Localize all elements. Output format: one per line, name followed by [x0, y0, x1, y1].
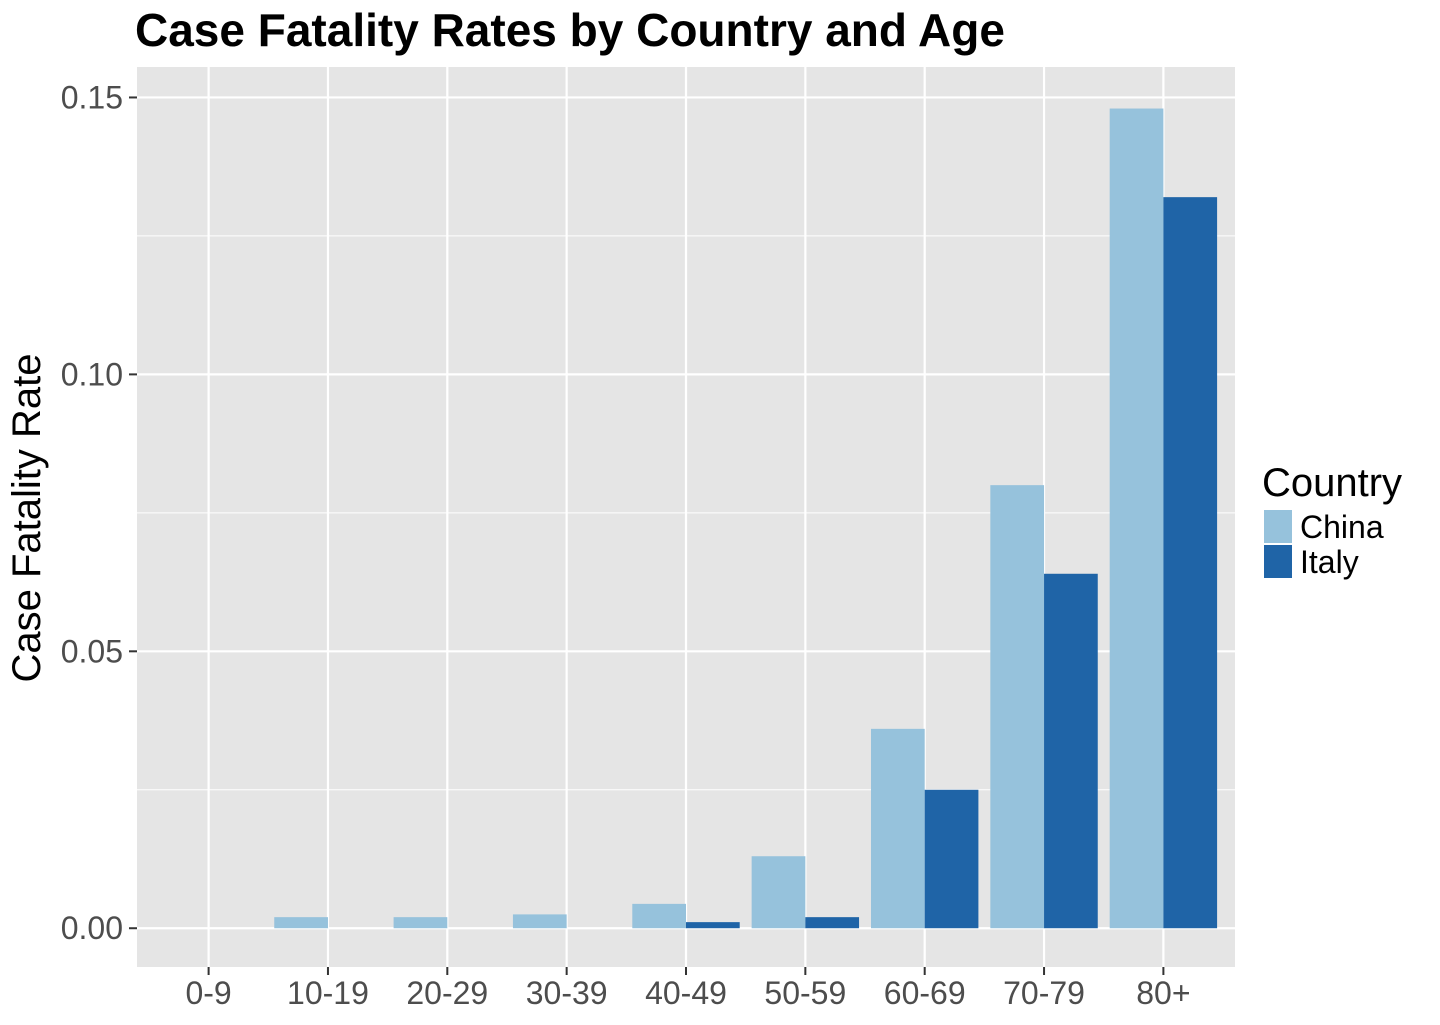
legend-key-china — [1264, 510, 1292, 543]
x-tick-label: 60-69 — [884, 975, 966, 1011]
bar-italy-40-49 — [686, 922, 740, 929]
bar-china-40-49 — [632, 903, 686, 929]
y-axis: 0.00 0.05 0.10 0.15 — [61, 79, 137, 946]
x-tick-label: 80+ — [1136, 975, 1190, 1011]
bar-china-50-59 — [751, 856, 806, 929]
bar-china-70-79 — [990, 485, 1045, 929]
legend-label-china: China — [1300, 509, 1384, 545]
bar-china-10-19 — [274, 917, 328, 929]
chart-title: Case Fatality Rates by Country and Age — [135, 4, 1005, 56]
y-tick-label: 0.15 — [61, 79, 123, 115]
x-tick-label: 20-29 — [406, 975, 488, 1011]
bars-layer — [274, 108, 1218, 929]
x-tick-label: 70-79 — [1003, 975, 1085, 1011]
bar-italy-50-59 — [805, 917, 860, 929]
bar-china-60-69 — [870, 728, 925, 929]
x-tick-label: 10-19 — [287, 975, 369, 1011]
legend-key-italy — [1264, 545, 1292, 578]
bar-china-80+ — [1109, 108, 1164, 929]
bar-italy-60-69 — [924, 789, 979, 929]
y-tick-label: 0.05 — [61, 633, 123, 669]
legend-title: Country — [1262, 461, 1402, 505]
x-axis: 0-9 10-19 20-29 30-39 40-49 50-59 60-69 70-79 80… — [185, 967, 1191, 1011]
x-tick-label: 30-39 — [526, 975, 608, 1011]
bar-italy-80+ — [1163, 197, 1218, 929]
x-tick-label: 50-59 — [764, 975, 846, 1011]
legend-label-italy: Italy — [1300, 544, 1359, 580]
bar-china-30-39 — [512, 914, 567, 929]
y-axis-title: Case Fatality Rate — [5, 353, 49, 682]
y-tick-label: 0.00 — [61, 910, 123, 946]
y-tick-label: 0.10 — [61, 356, 123, 392]
bar-china-20-29 — [393, 917, 448, 929]
x-tick-label: 40-49 — [645, 975, 727, 1011]
x-tick-label: 0-9 — [185, 975, 231, 1011]
bar-italy-70-79 — [1044, 573, 1098, 929]
